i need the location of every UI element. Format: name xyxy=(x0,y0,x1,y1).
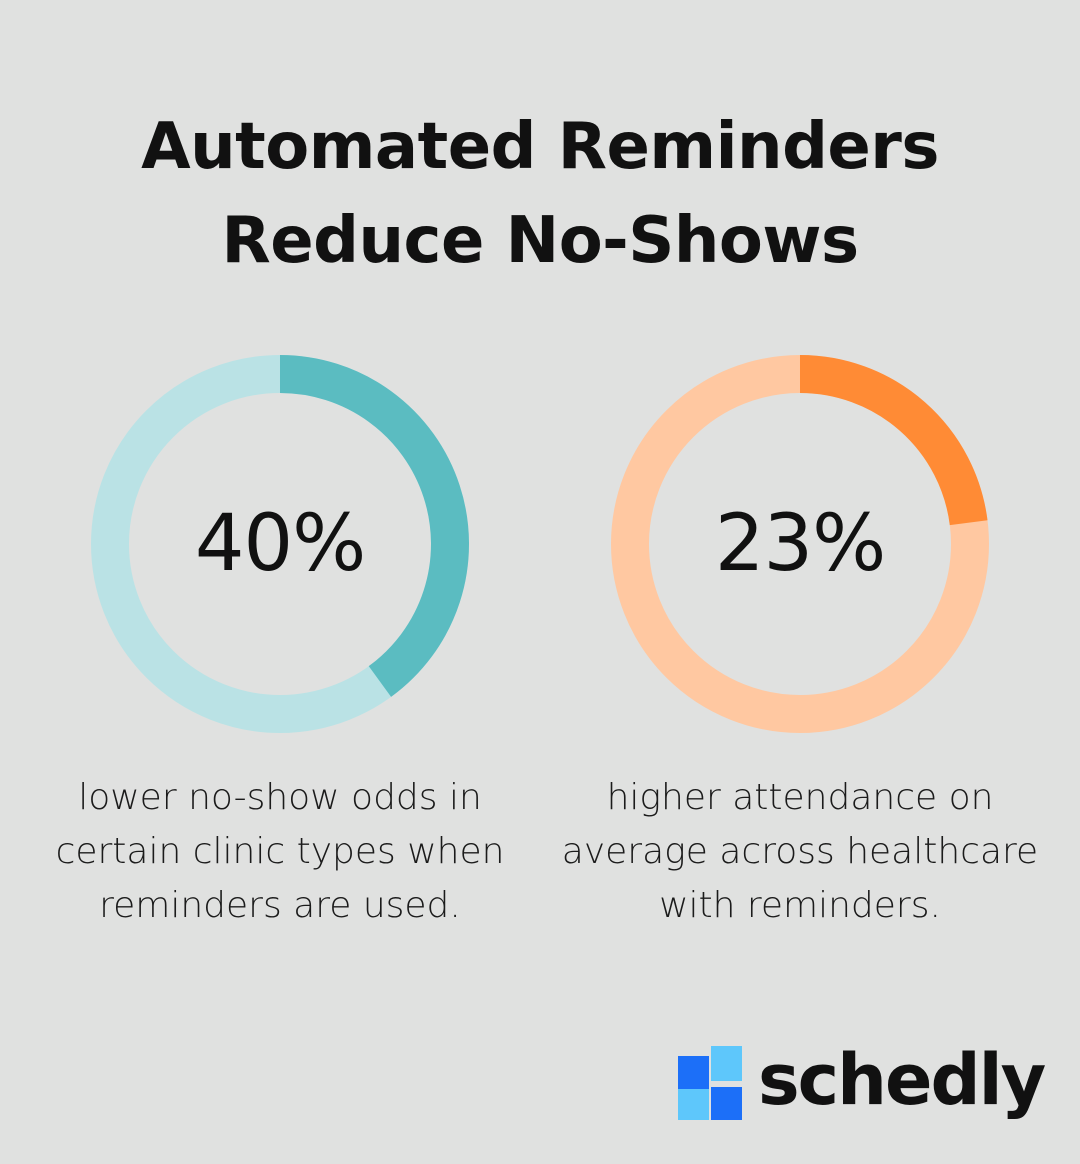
donut-svg-1 xyxy=(91,355,469,733)
donut-arc-1 xyxy=(279,355,469,697)
title-line-1: Automated Reminders xyxy=(141,110,939,184)
donut-value-1: 40% xyxy=(194,499,366,589)
donut-arc-2 xyxy=(799,355,988,526)
caption-2: higher attendance on average across heal… xyxy=(560,771,1040,933)
page-title: Automated Reminders Reduce No-Shows xyxy=(40,100,1040,288)
caption-1: lower no-show odds in certain clinic typ… xyxy=(40,771,520,933)
brand-logo: schedly xyxy=(678,1040,1048,1122)
brand-name: schedly xyxy=(758,1039,1046,1121)
caption-2-line-1: higher attendance on xyxy=(606,777,994,818)
donut-chart-1: 40% xyxy=(90,354,470,734)
title-line-2: Reduce No-Shows xyxy=(221,204,859,278)
schedly-logo-icon xyxy=(678,1046,742,1120)
caption-1-line-3: reminders are used. xyxy=(99,885,461,926)
donut-value-2: 23% xyxy=(714,499,886,589)
donut-chart-2: 23% xyxy=(610,354,990,734)
caption-2-line-3: with reminders. xyxy=(659,885,941,926)
caption-2-line-2: average across healthcare xyxy=(561,831,1039,872)
donut-svg-2 xyxy=(611,355,989,733)
caption-1-line-1: lower no-show odds in xyxy=(78,777,482,818)
caption-1-line-2: certain clinic types when xyxy=(55,831,505,872)
